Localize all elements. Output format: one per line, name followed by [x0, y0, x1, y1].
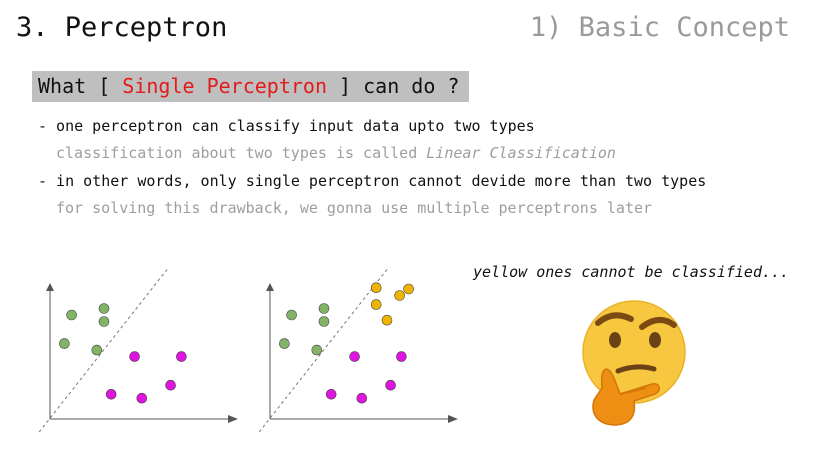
magenta-point	[396, 351, 407, 362]
green-point	[66, 309, 77, 321]
bullet-2-detail: for solving this drawback, we gonna use …	[56, 199, 652, 217]
decision-boundary	[258, 269, 388, 433]
y-axis-arrow	[46, 283, 54, 291]
banner-suffix: ] can do ?	[327, 74, 460, 98]
slide-subtitle: 1) Basic Concept	[529, 12, 790, 43]
bullet-1-detail: classification about two types is called…	[56, 144, 616, 162]
magenta-point	[349, 351, 360, 362]
magenta-point	[129, 351, 140, 362]
bullet-1-detail-emphasis: Linear Classification	[426, 144, 616, 162]
yellow-point	[381, 314, 393, 326]
magenta-point	[165, 379, 176, 391]
decision-boundary	[38, 269, 168, 433]
magenta-point	[136, 392, 148, 404]
thinking-face-icon	[582, 300, 686, 426]
yellow-point	[370, 282, 382, 294]
scatter-plot-inseparable	[258, 269, 458, 433]
green-point	[286, 309, 297, 321]
green-point	[91, 344, 103, 356]
question-banner: What [ Single Perceptron ] can do ?	[32, 71, 470, 102]
green-point	[311, 344, 323, 356]
banner-prefix: What [	[38, 74, 123, 98]
scatter-plot-separable	[38, 269, 238, 433]
green-point	[98, 303, 110, 314]
green-point	[98, 316, 110, 327]
banner-highlight: Single Perceptron	[122, 74, 327, 98]
yellow-point	[394, 290, 405, 301]
y-axis-arrow	[266, 283, 274, 291]
yellow-point	[370, 299, 382, 310]
yellow-point	[403, 283, 414, 295]
bullet-2: - in other words, only single perceptron…	[38, 172, 707, 190]
green-point	[59, 338, 70, 349]
bullet-1-detail-text: classification about two types is called	[56, 144, 427, 162]
magenta-point	[176, 351, 187, 362]
bullet-1: - one perceptron can classify input data…	[38, 117, 535, 135]
magenta-point	[105, 389, 117, 400]
x-axis-arrow	[448, 415, 458, 423]
magenta-point	[325, 389, 337, 400]
x-axis-arrow	[228, 415, 238, 423]
magenta-point	[385, 379, 396, 391]
magenta-point	[356, 392, 368, 404]
green-point	[279, 338, 290, 349]
bullet-2-detail-text: for solving this drawback, we gonna use …	[56, 199, 653, 217]
green-point	[318, 303, 330, 314]
green-point	[318, 316, 330, 327]
yellow-note: yellow ones cannot be classified...	[473, 263, 790, 281]
slide-title: 3. Perceptron	[16, 12, 228, 43]
